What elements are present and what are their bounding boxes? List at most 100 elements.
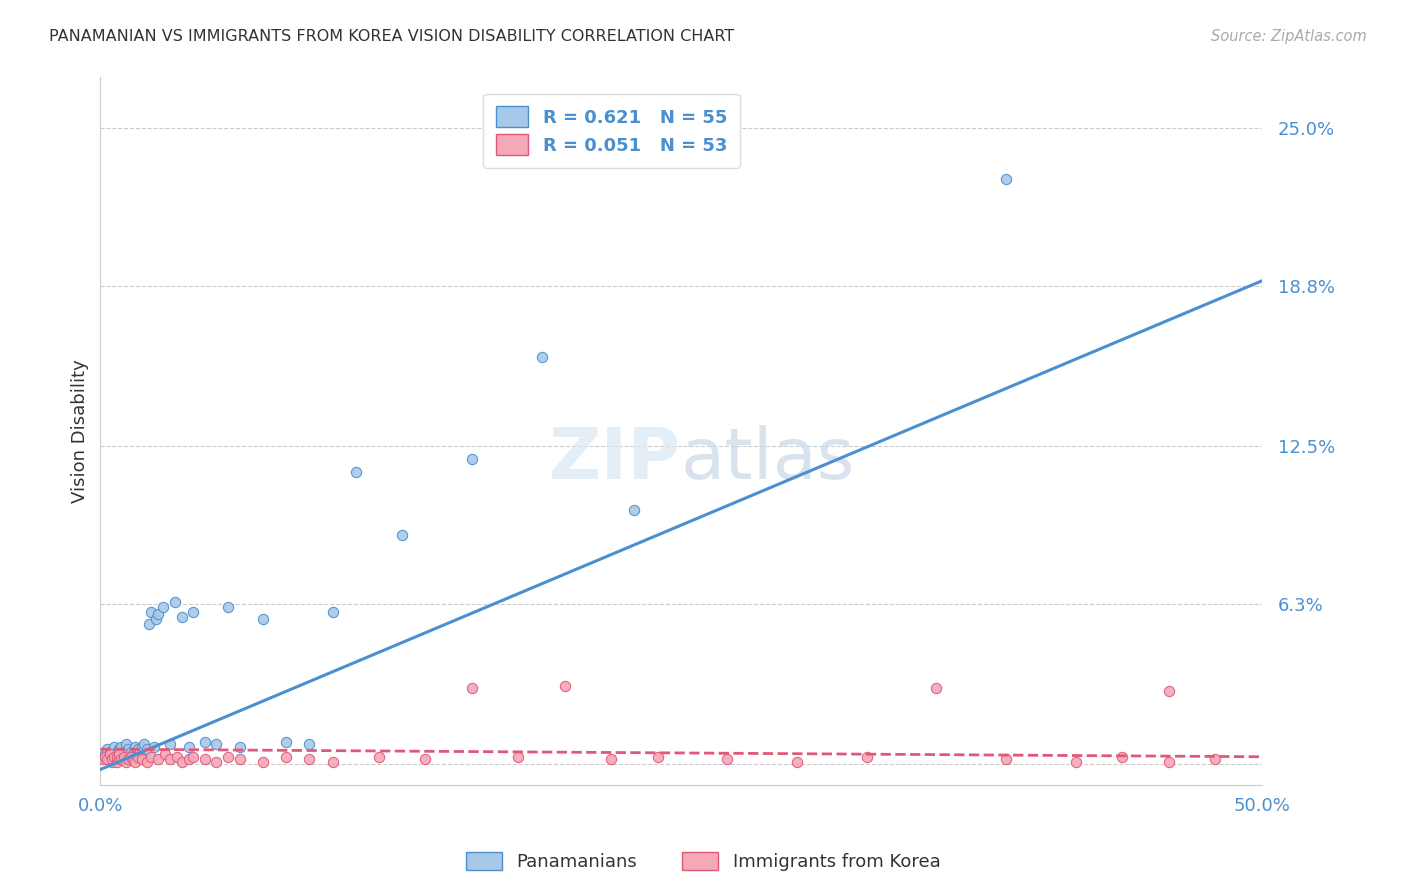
Text: PANAMANIAN VS IMMIGRANTS FROM KOREA VISION DISABILITY CORRELATION CHART: PANAMANIAN VS IMMIGRANTS FROM KOREA VISI… — [49, 29, 734, 44]
Point — [138, 617, 160, 632]
Point — [252, 612, 274, 626]
Point — [141, 605, 163, 619]
Text: ZIP: ZIP — [548, 425, 681, 494]
Point — [194, 752, 217, 766]
Point — [159, 737, 181, 751]
Point — [148, 752, 170, 766]
Point — [145, 612, 167, 626]
Point — [103, 749, 125, 764]
Text: atlas: atlas — [681, 425, 855, 494]
Point — [298, 752, 321, 766]
Point — [105, 745, 128, 759]
Point — [1064, 755, 1087, 769]
Point — [995, 752, 1018, 766]
Point — [205, 737, 228, 751]
Point — [134, 737, 156, 751]
Point — [141, 749, 163, 764]
Text: Source: ZipAtlas.com: Source: ZipAtlas.com — [1211, 29, 1367, 44]
Point — [298, 737, 321, 751]
Point — [120, 749, 142, 764]
Point — [108, 742, 131, 756]
Point — [276, 749, 298, 764]
Point — [166, 749, 188, 764]
Point — [135, 755, 157, 769]
Point — [181, 605, 204, 619]
Point — [103, 749, 125, 764]
Point — [170, 610, 193, 624]
Point — [96, 752, 118, 766]
Point — [925, 681, 948, 695]
Point — [124, 739, 146, 754]
Point — [228, 739, 250, 754]
Point — [148, 607, 170, 622]
Point — [1157, 683, 1180, 698]
Point — [623, 503, 645, 517]
Point — [170, 755, 193, 769]
Point — [105, 752, 128, 766]
Point — [344, 465, 367, 479]
Point — [155, 747, 177, 762]
Point — [91, 749, 114, 764]
Point — [508, 749, 530, 764]
Point — [101, 747, 124, 762]
Point — [252, 755, 274, 769]
Point — [96, 752, 118, 766]
Point — [94, 749, 117, 764]
Point — [105, 755, 128, 769]
Point — [101, 755, 124, 769]
Point — [108, 747, 131, 762]
Legend: Panamanians, Immigrants from Korea: Panamanians, Immigrants from Korea — [458, 845, 948, 879]
Point — [112, 745, 135, 759]
Point — [142, 739, 165, 754]
Point — [217, 599, 239, 614]
Point — [995, 172, 1018, 186]
Point — [322, 755, 344, 769]
Point — [117, 742, 139, 756]
Point — [194, 734, 217, 748]
Point — [98, 749, 121, 764]
Point — [120, 745, 142, 759]
Point — [121, 752, 143, 766]
Point — [855, 749, 877, 764]
Point — [110, 749, 132, 764]
Point — [131, 752, 153, 766]
Point — [117, 752, 139, 766]
Legend: R = 0.621   N = 55, R = 0.051   N = 53: R = 0.621 N = 55, R = 0.051 N = 53 — [484, 94, 740, 168]
Point — [530, 351, 553, 365]
Point — [322, 605, 344, 619]
Y-axis label: Vision Disability: Vision Disability — [72, 359, 89, 503]
Point — [108, 747, 131, 762]
Point — [112, 752, 135, 766]
Point — [108, 752, 131, 766]
Point — [135, 742, 157, 756]
Point — [112, 749, 135, 764]
Point — [1111, 749, 1133, 764]
Point — [91, 752, 114, 766]
Point — [647, 749, 669, 764]
Point — [117, 749, 139, 764]
Point — [461, 681, 484, 695]
Point — [115, 747, 138, 762]
Point — [101, 752, 124, 766]
Point — [276, 734, 298, 748]
Point — [600, 752, 623, 766]
Point — [1157, 755, 1180, 769]
Point — [124, 755, 146, 769]
Point — [461, 452, 484, 467]
Point — [103, 739, 125, 754]
Point — [163, 594, 186, 608]
Point — [786, 755, 808, 769]
Point — [1204, 752, 1226, 766]
Point — [96, 742, 118, 756]
Point — [94, 747, 117, 762]
Point — [368, 749, 391, 764]
Point — [391, 528, 413, 542]
Point — [131, 739, 153, 754]
Point — [181, 749, 204, 764]
Point — [98, 745, 121, 759]
Point — [110, 739, 132, 754]
Point — [128, 745, 150, 759]
Point — [152, 599, 174, 614]
Point — [159, 752, 181, 766]
Point — [415, 752, 437, 766]
